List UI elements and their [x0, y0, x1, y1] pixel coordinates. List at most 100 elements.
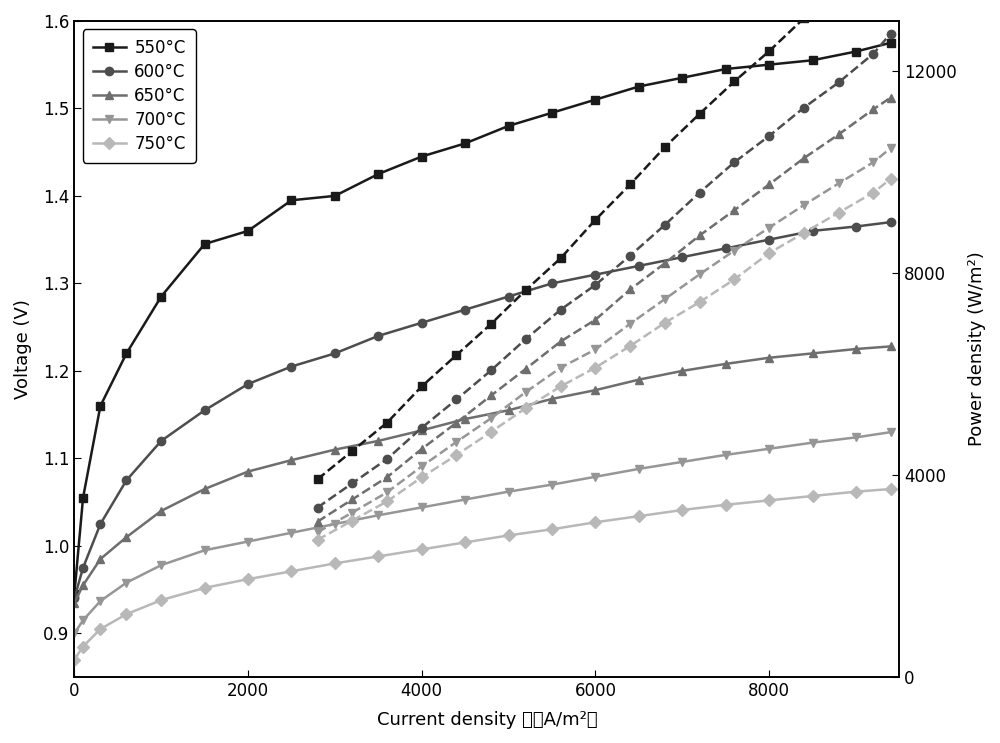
650°C	[503, 406, 515, 415]
750°C	[720, 500, 732, 509]
550°C	[763, 60, 775, 69]
600°C	[68, 594, 80, 603]
650°C	[763, 354, 775, 363]
550°C	[633, 82, 645, 91]
650°C	[676, 366, 688, 375]
Line: 650°C: 650°C	[70, 343, 895, 607]
750°C	[242, 574, 254, 583]
700°C	[120, 578, 132, 587]
700°C	[676, 458, 688, 467]
600°C	[885, 218, 897, 227]
550°C	[77, 493, 89, 502]
600°C	[120, 476, 132, 484]
650°C	[242, 467, 254, 476]
Legend: 550°C, 600°C, 650°C, 700°C, 750°C: 550°C, 600°C, 650°C, 700°C, 750°C	[83, 29, 196, 163]
550°C	[546, 108, 558, 117]
700°C	[77, 616, 89, 625]
600°C	[720, 244, 732, 253]
550°C	[720, 65, 732, 74]
650°C	[807, 349, 819, 358]
X-axis label: Current density 　（A/m²）: Current density （A/m²）	[377, 711, 597, 729]
Line: 550°C: 550°C	[70, 39, 895, 598]
750°C	[850, 487, 862, 496]
Line: 600°C: 600°C	[70, 218, 895, 603]
750°C	[120, 610, 132, 619]
600°C	[372, 331, 384, 340]
700°C	[720, 450, 732, 459]
750°C	[372, 552, 384, 561]
750°C	[633, 512, 645, 521]
650°C	[416, 426, 428, 435]
700°C	[546, 480, 558, 489]
550°C	[807, 56, 819, 65]
700°C	[763, 444, 775, 453]
650°C	[850, 345, 862, 354]
550°C	[199, 239, 211, 248]
650°C	[546, 395, 558, 403]
550°C	[885, 39, 897, 48]
600°C	[850, 222, 862, 231]
Line: 700°C: 700°C	[70, 428, 895, 637]
600°C	[546, 279, 558, 288]
750°C	[199, 583, 211, 592]
650°C	[633, 375, 645, 384]
700°C	[807, 438, 819, 447]
700°C	[459, 495, 471, 504]
600°C	[633, 262, 645, 270]
750°C	[589, 518, 601, 527]
650°C	[155, 507, 167, 516]
700°C	[503, 487, 515, 496]
750°C	[676, 505, 688, 514]
550°C	[155, 292, 167, 301]
750°C	[459, 538, 471, 547]
750°C	[807, 492, 819, 501]
650°C	[120, 533, 132, 542]
650°C	[589, 386, 601, 395]
650°C	[720, 360, 732, 369]
650°C	[285, 455, 297, 464]
600°C	[285, 362, 297, 371]
700°C	[155, 561, 167, 570]
700°C	[589, 473, 601, 481]
750°C	[416, 545, 428, 554]
600°C	[77, 563, 89, 572]
750°C	[763, 496, 775, 504]
600°C	[503, 292, 515, 301]
700°C	[68, 629, 80, 637]
Y-axis label: Voltage (V): Voltage (V)	[14, 299, 32, 399]
600°C	[329, 349, 341, 358]
550°C	[242, 227, 254, 236]
700°C	[199, 546, 211, 555]
550°C	[503, 121, 515, 130]
550°C	[94, 401, 106, 410]
550°C	[416, 152, 428, 161]
Line: 750°C: 750°C	[70, 485, 895, 663]
600°C	[459, 305, 471, 314]
750°C	[329, 559, 341, 568]
700°C	[850, 433, 862, 442]
550°C	[120, 349, 132, 358]
650°C	[199, 484, 211, 493]
750°C	[77, 642, 89, 651]
750°C	[68, 655, 80, 664]
600°C	[199, 406, 211, 415]
600°C	[416, 318, 428, 327]
600°C	[94, 519, 106, 528]
700°C	[372, 510, 384, 519]
650°C	[329, 445, 341, 454]
650°C	[885, 342, 897, 351]
600°C	[155, 436, 167, 445]
700°C	[285, 528, 297, 537]
750°C	[285, 567, 297, 576]
550°C	[68, 589, 80, 598]
550°C	[850, 47, 862, 56]
700°C	[885, 428, 897, 437]
650°C	[77, 581, 89, 590]
550°C	[676, 74, 688, 82]
600°C	[676, 253, 688, 262]
550°C	[285, 196, 297, 205]
600°C	[589, 270, 601, 279]
600°C	[807, 227, 819, 236]
Y-axis label: Power density (W/m²): Power density (W/m²)	[968, 252, 986, 447]
550°C	[329, 192, 341, 201]
